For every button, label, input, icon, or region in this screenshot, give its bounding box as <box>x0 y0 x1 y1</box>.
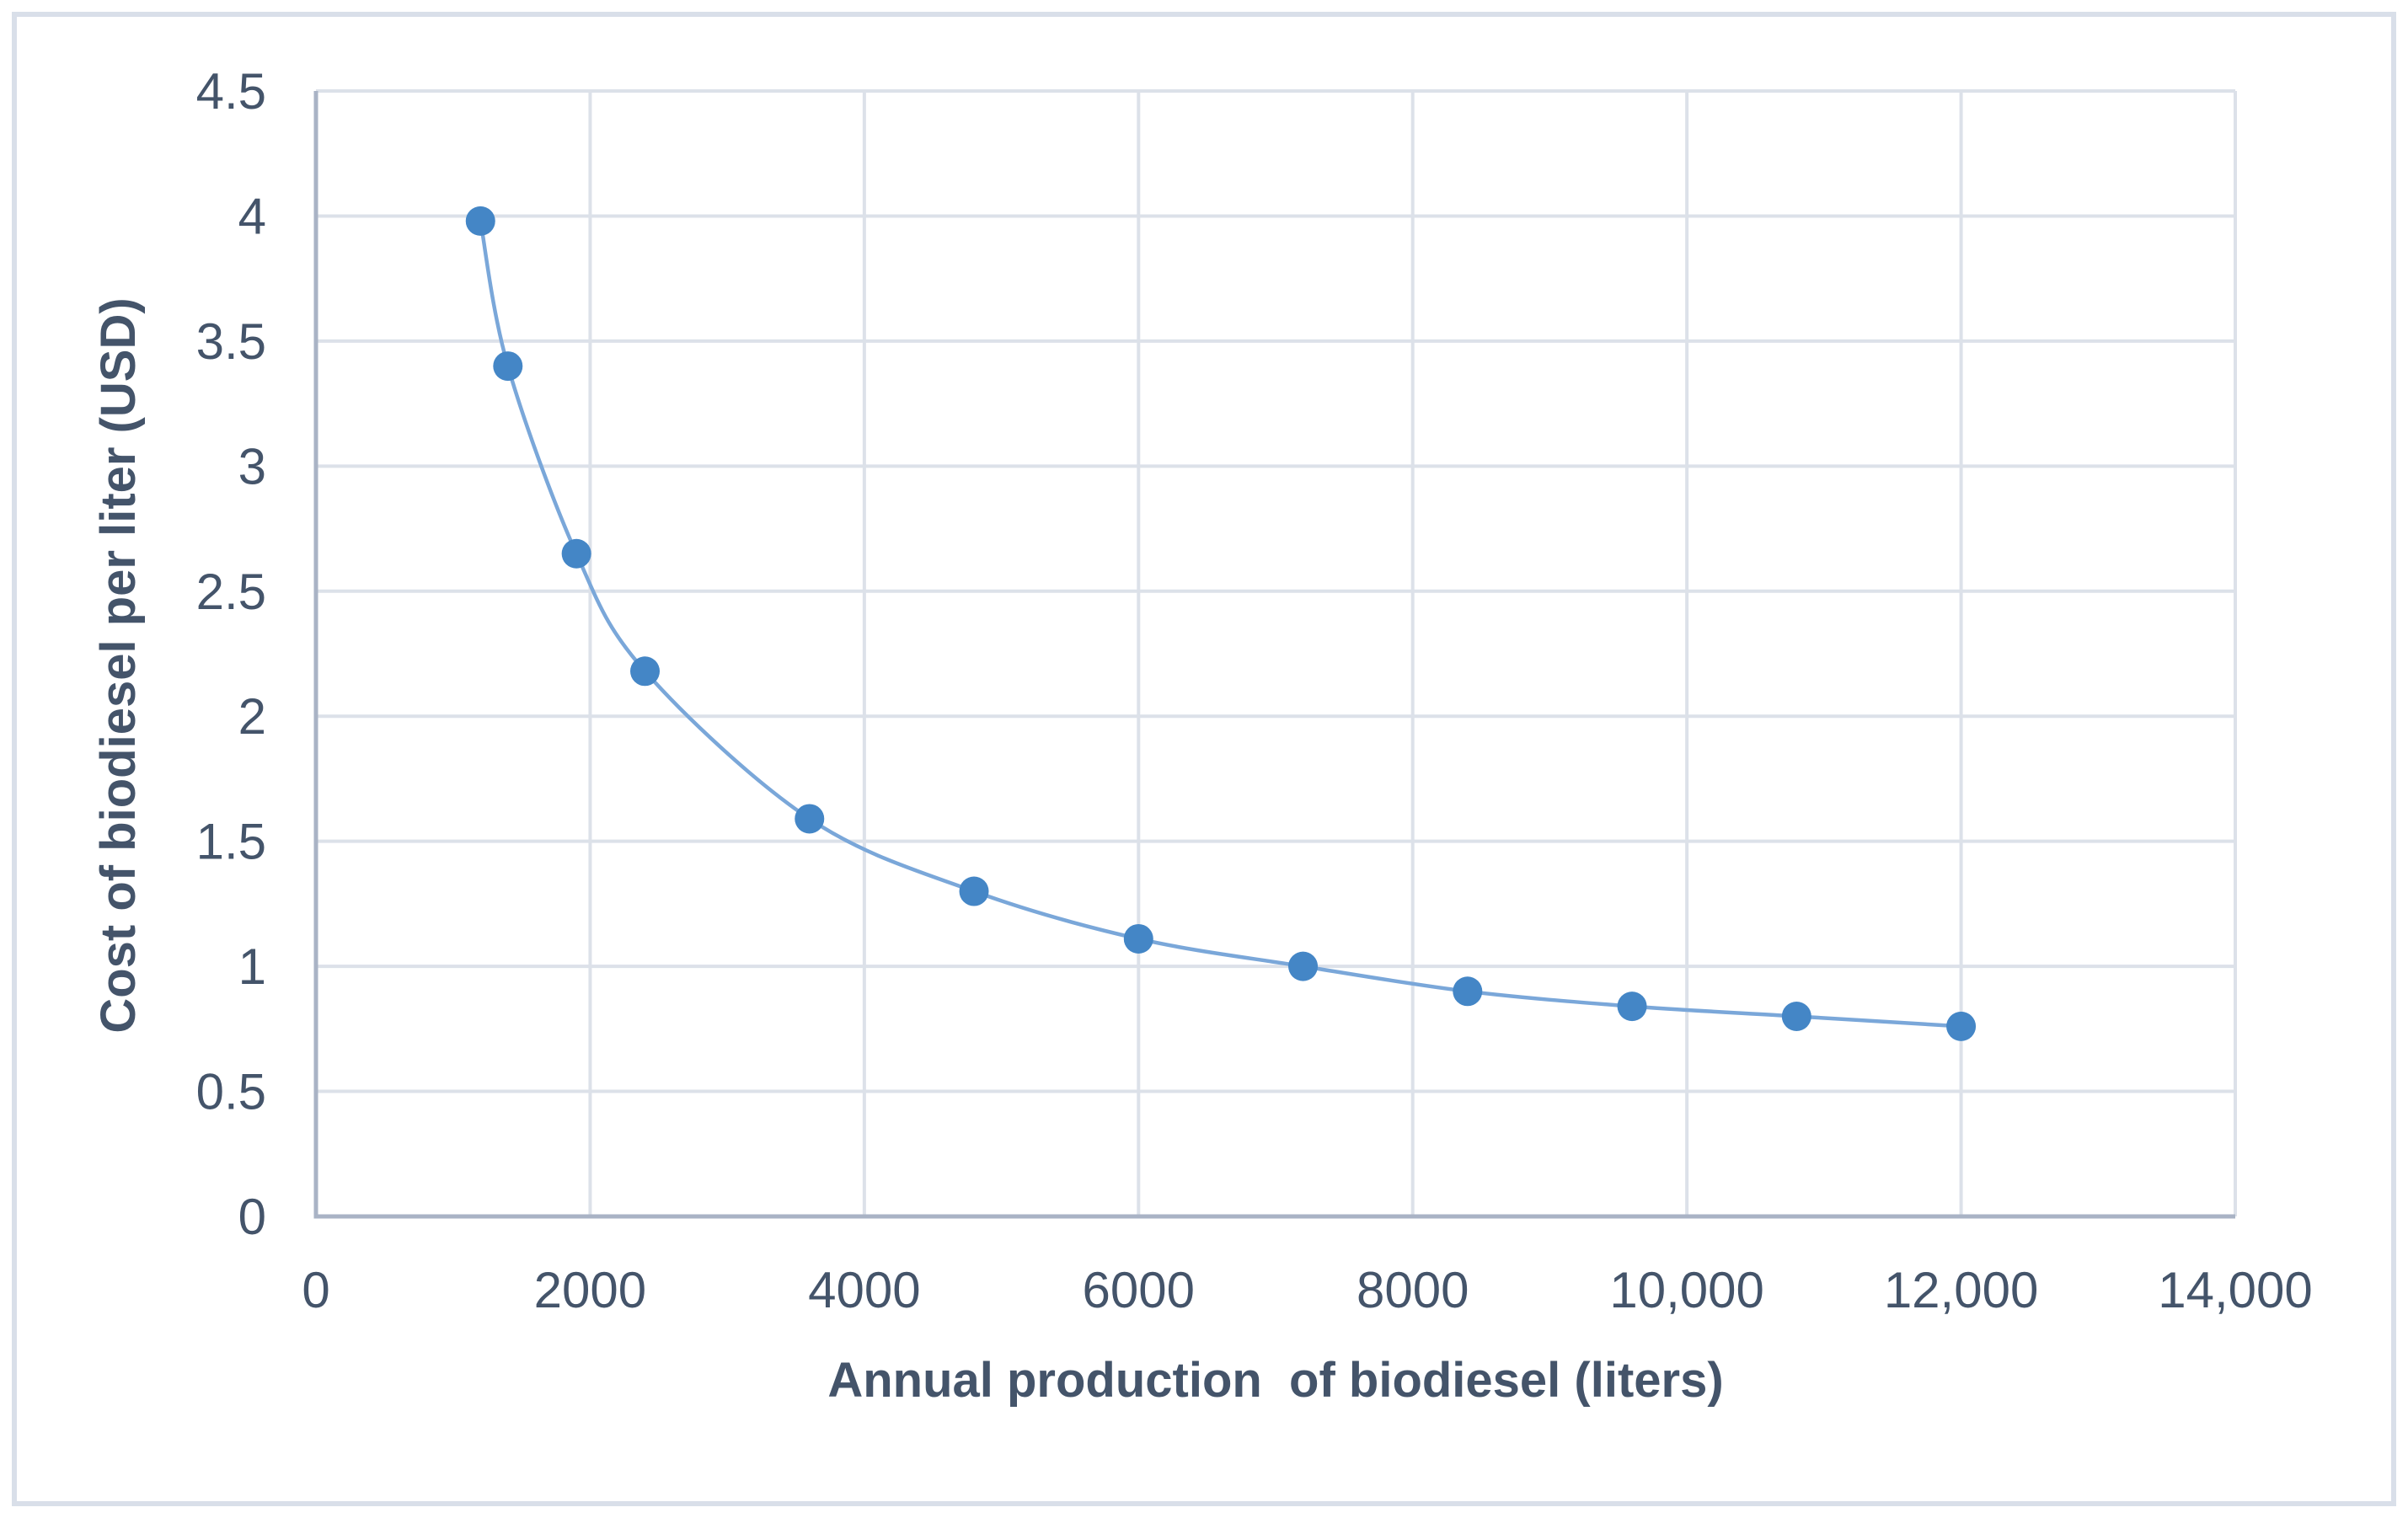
data-point-marker <box>959 876 989 906</box>
y-tick-label: 4 <box>238 188 266 244</box>
series-group <box>465 206 1977 1041</box>
data-point-marker <box>795 804 825 834</box>
x-tick-label: 6000 <box>1083 1262 1195 1318</box>
y-tick-label: 3 <box>238 438 266 494</box>
x-axis-title: Annual production of biodiesel (liters) <box>827 1353 1723 1408</box>
x-tick-label: 10,000 <box>1609 1262 1764 1318</box>
data-point-marker <box>561 538 591 569</box>
tick-labels-group: 0 2000 4000 6000 8000 10,000 12,000 14,000 0 0.5 1… <box>196 63 2313 1318</box>
x-tick-label: 14,000 <box>2158 1262 2313 1318</box>
x-tick-label: 0 <box>302 1262 329 1318</box>
y-tick-label: 1 <box>238 938 266 995</box>
y-tick-label: 0 <box>238 1189 266 1245</box>
data-point-marker <box>493 351 523 382</box>
y-tick-label: 1.5 <box>196 814 266 870</box>
data-point-marker <box>1288 951 1319 981</box>
y-axis-title: Cost of biodiesel per liter (USD) <box>91 297 146 1033</box>
x-tick-label: 4000 <box>808 1262 920 1318</box>
x-tick-label: 2000 <box>534 1262 646 1318</box>
y-tick-label: 0.5 <box>196 1064 266 1120</box>
x-tick-label: 8000 <box>1357 1262 1469 1318</box>
y-tick-label: 2 <box>238 688 266 745</box>
gridlines-group <box>316 89 2237 1216</box>
axes-group <box>313 91 2235 1219</box>
data-point-marker <box>1617 992 1647 1022</box>
x-tick-label: 12,000 <box>1884 1262 2039 1318</box>
data-point-marker <box>1453 976 1483 1007</box>
y-tick-label: 4.5 <box>196 63 266 120</box>
data-point-marker <box>1946 1011 1977 1041</box>
data-point-marker <box>1781 1001 1811 1031</box>
data-point-marker <box>630 656 661 687</box>
data-point-marker <box>1123 923 1153 954</box>
data-point-marker <box>465 206 495 236</box>
y-tick-label: 2.5 <box>196 564 266 620</box>
y-tick-label: 3.5 <box>196 313 266 370</box>
